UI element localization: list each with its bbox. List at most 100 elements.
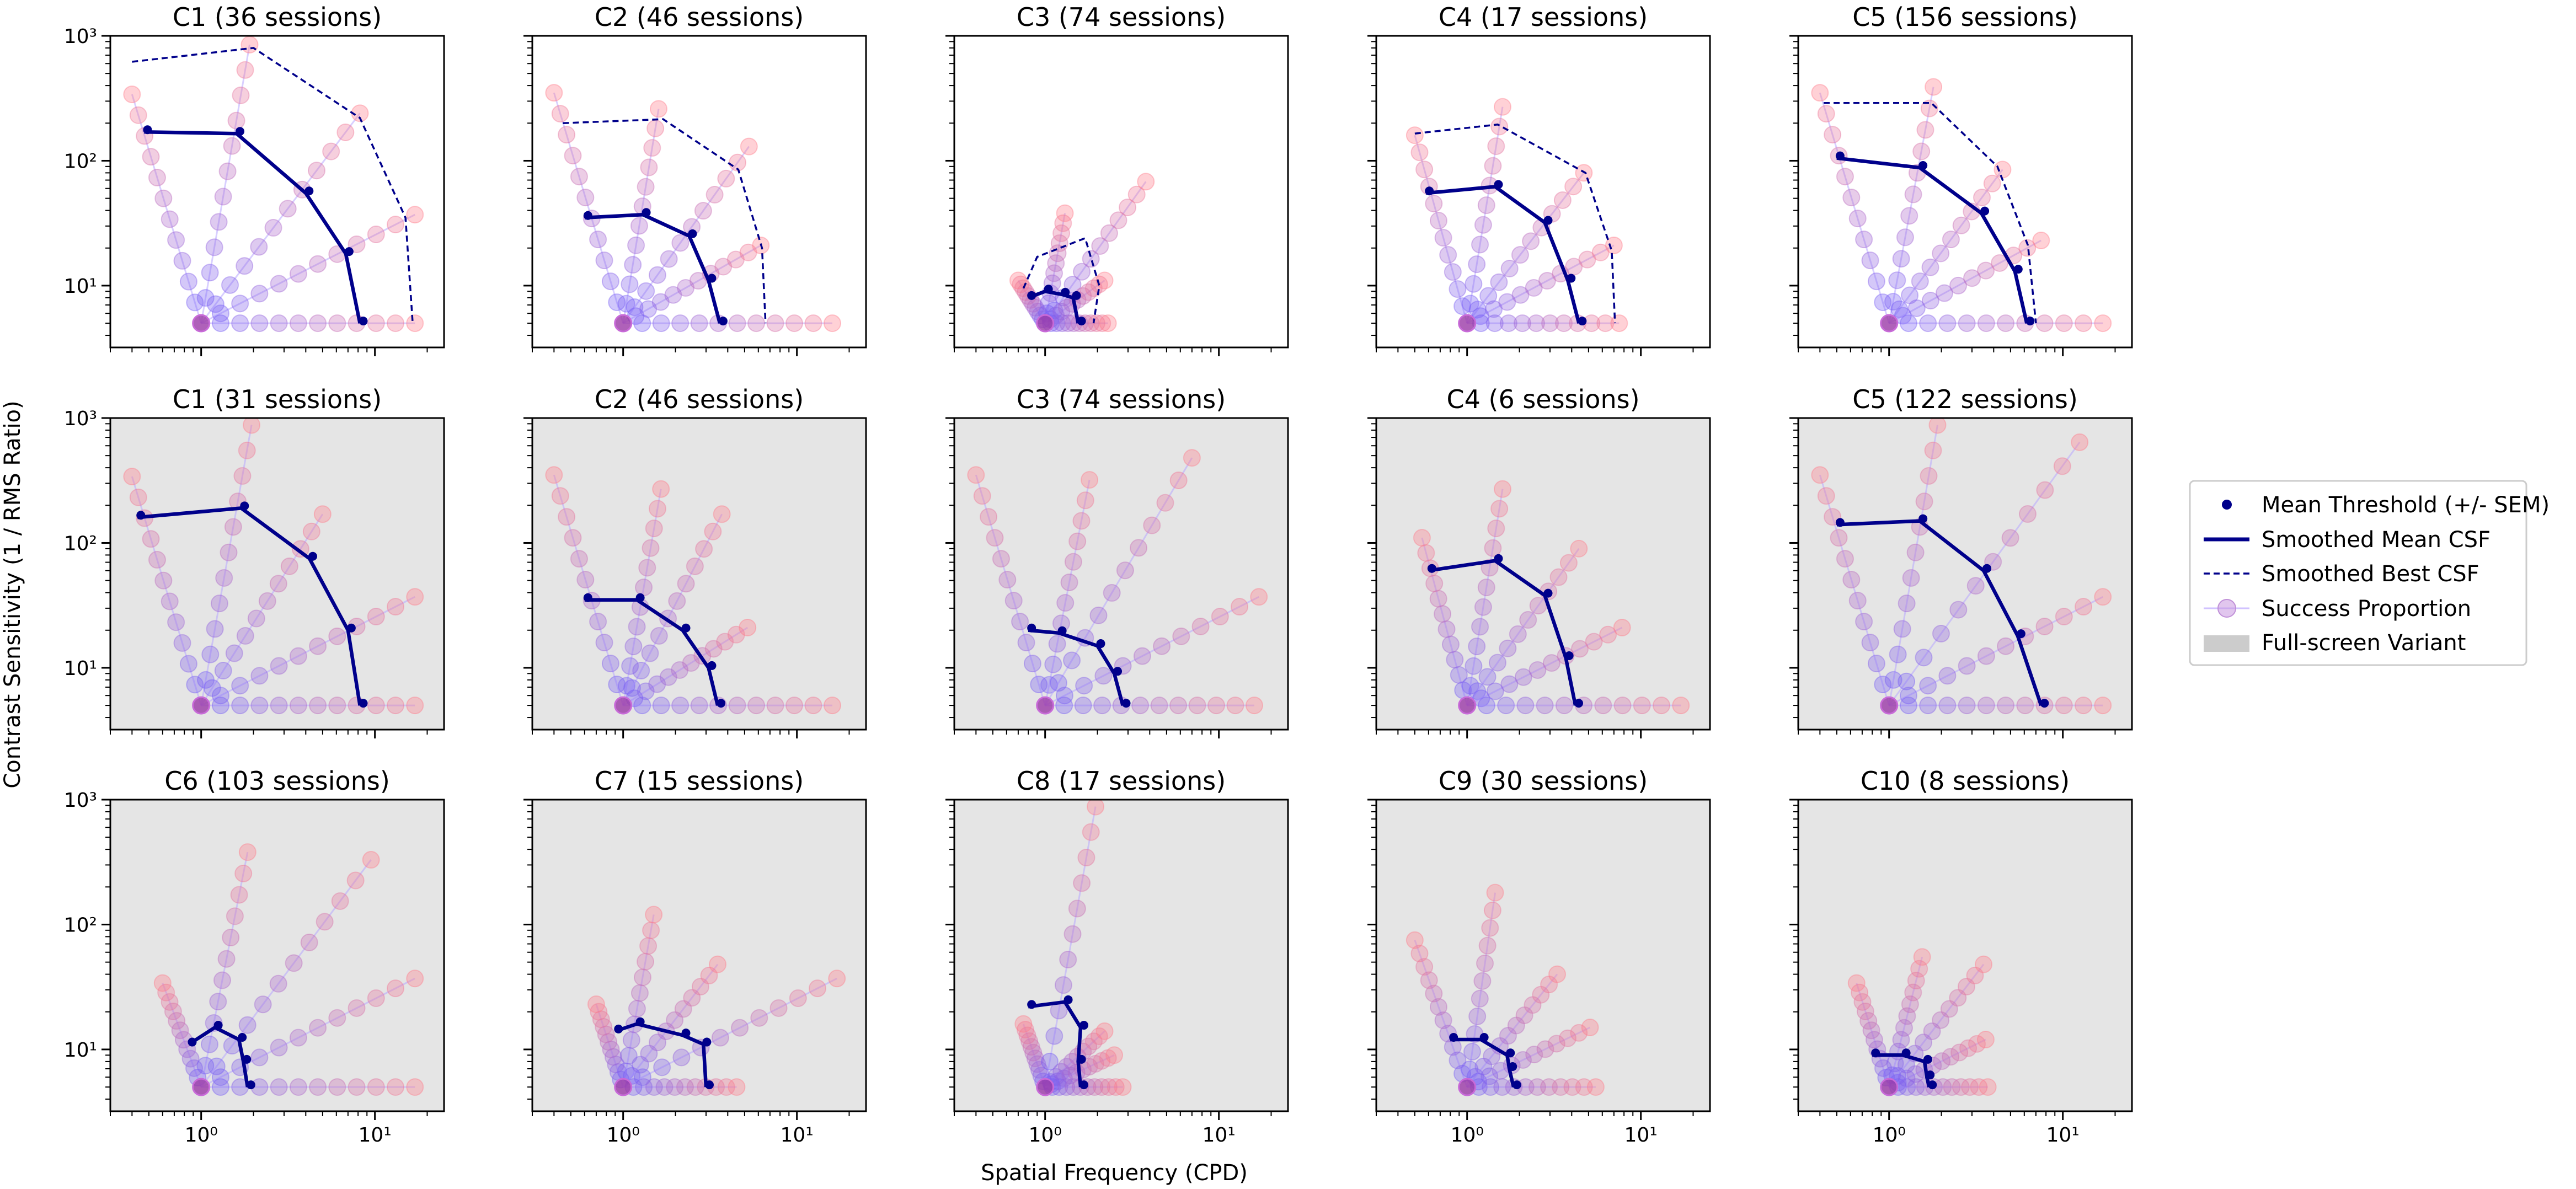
panel-title: C4 (6 sessions) xyxy=(1446,384,1639,414)
panel-frame xyxy=(953,799,1289,1112)
success-proportion-marker xyxy=(1892,250,1910,268)
success-proportion-marker xyxy=(1921,258,1939,276)
success-proportion-marker xyxy=(1417,544,1435,562)
mean-threshold-point xyxy=(242,1054,252,1064)
success-proportion-marker xyxy=(671,661,689,679)
success-proportion-marker xyxy=(726,250,745,269)
success-proportion-marker xyxy=(622,1031,640,1049)
x-tick-label: 10⁰ xyxy=(185,1124,218,1147)
success-proportion-marker xyxy=(250,285,269,303)
panel-frame xyxy=(109,35,445,349)
mean-threshold-point xyxy=(346,623,356,633)
mean-threshold-point xyxy=(308,551,317,561)
success-proportion-marker xyxy=(1017,634,1035,652)
success-proportion-marker xyxy=(648,266,666,284)
success-proportion-marker xyxy=(328,697,346,715)
success-proportion-marker xyxy=(238,441,256,459)
success-proportion-marker xyxy=(731,1019,749,1037)
legend-label-smoothed-best: Smoothed Best CSF xyxy=(2262,561,2479,587)
success-proportion-marker xyxy=(1188,697,1206,715)
success-proportion-marker xyxy=(1578,250,1596,269)
success-proportion-marker xyxy=(570,168,588,186)
success-proportion-marker xyxy=(1898,1007,1916,1025)
success-proportion-marker xyxy=(1901,995,1919,1014)
success-proportion-marker xyxy=(1479,287,1498,305)
mean-threshold-point xyxy=(1506,1048,1515,1058)
panel-frame xyxy=(109,417,445,731)
success-proportion-marker xyxy=(238,1016,256,1034)
success-proportion-marker xyxy=(302,522,320,540)
success-proportion-marker xyxy=(168,1012,186,1030)
mean-threshold-point xyxy=(583,211,592,220)
success-proportion-marker xyxy=(1516,697,1535,715)
mean-threshold-point xyxy=(635,1017,645,1026)
success-proportion-marker xyxy=(1906,1065,1925,1083)
success-proportion-marker xyxy=(747,697,766,715)
success-proportion-marker xyxy=(210,594,228,613)
success-proportion-marker xyxy=(1169,471,1188,489)
success-proportion-marker xyxy=(206,620,224,638)
success-proportion-marker xyxy=(695,540,713,558)
success-proportion-marker xyxy=(1536,1040,1554,1058)
origin-marker xyxy=(614,1078,633,1096)
success-proportion-marker xyxy=(247,609,265,628)
success-proportion-marker xyxy=(1853,993,1872,1011)
success-proportion-marker xyxy=(2075,314,2093,333)
success-ray-line xyxy=(1044,1030,1105,1088)
success-ray-line xyxy=(1888,87,1934,324)
success-proportion-marker xyxy=(1915,1033,1933,1052)
success-proportion-marker xyxy=(289,265,307,283)
success-proportion-marker xyxy=(1509,625,1527,643)
success-proportion-marker xyxy=(650,626,668,645)
panel-frame xyxy=(1375,799,1711,1112)
success-proportion-marker xyxy=(645,1078,663,1096)
origin-marker xyxy=(1458,314,1477,333)
mean-threshold-point xyxy=(240,501,249,511)
success-proportion-marker xyxy=(1018,1026,1036,1045)
panel-title: C4 (17 sessions) xyxy=(1439,2,1648,32)
success-proportion-marker xyxy=(123,85,141,104)
success-proportion-marker xyxy=(300,933,318,951)
success-proportion-marker xyxy=(214,188,232,206)
mean-threshold-point xyxy=(704,1080,714,1090)
panel-plot-area xyxy=(545,466,841,715)
success-proportion-marker xyxy=(1441,635,1460,654)
success-proportion-marker xyxy=(1434,1011,1452,1030)
mean-threshold-point xyxy=(1578,317,1587,326)
success-proportion-marker xyxy=(1468,255,1486,274)
success-proportion-marker xyxy=(406,588,424,606)
success-proportion-marker xyxy=(728,1078,746,1096)
success-proportion-marker xyxy=(367,1078,385,1096)
success-proportion-marker xyxy=(558,508,576,526)
panel-background xyxy=(954,36,1288,347)
success-proportion-marker xyxy=(1004,592,1023,610)
panel-frame xyxy=(531,35,867,349)
success-proportion-marker xyxy=(1938,667,1957,685)
success-ray-line xyxy=(131,94,202,324)
success-proportion-marker xyxy=(766,314,784,333)
success-proportion-marker xyxy=(2035,314,2054,333)
success-proportion-marker xyxy=(1493,1078,1511,1096)
success-proportion-marker xyxy=(269,575,287,593)
mean-threshold-point xyxy=(1543,588,1553,598)
legend-label-mean-threshold: Mean Threshold (+/- SEM) xyxy=(2262,492,2550,518)
success-ray-line xyxy=(1889,1038,1986,1088)
success-proportion-marker xyxy=(648,675,666,693)
success-proportion-marker xyxy=(602,1040,620,1058)
success-proportion-marker xyxy=(1074,697,1092,715)
success-proportion-marker xyxy=(1054,214,1072,232)
success-proportion-marker xyxy=(161,210,179,228)
success-proportion-marker xyxy=(551,105,569,123)
success-proportion-marker xyxy=(632,662,650,680)
panel-plot-area xyxy=(1009,173,1155,333)
success-proportion-marker xyxy=(241,36,259,53)
success-proportion-marker xyxy=(1093,1078,1111,1096)
success-proportion-marker xyxy=(309,637,327,655)
success-proportion-marker xyxy=(1924,441,1942,459)
success-proportion-marker xyxy=(1585,633,1603,651)
success-proportion-marker xyxy=(587,995,605,1014)
success-proportion-marker xyxy=(789,989,807,1008)
success-proportion-marker xyxy=(1483,901,1501,919)
success-proportion-marker xyxy=(1542,654,1560,672)
success-proportion-marker xyxy=(1020,1032,1039,1050)
